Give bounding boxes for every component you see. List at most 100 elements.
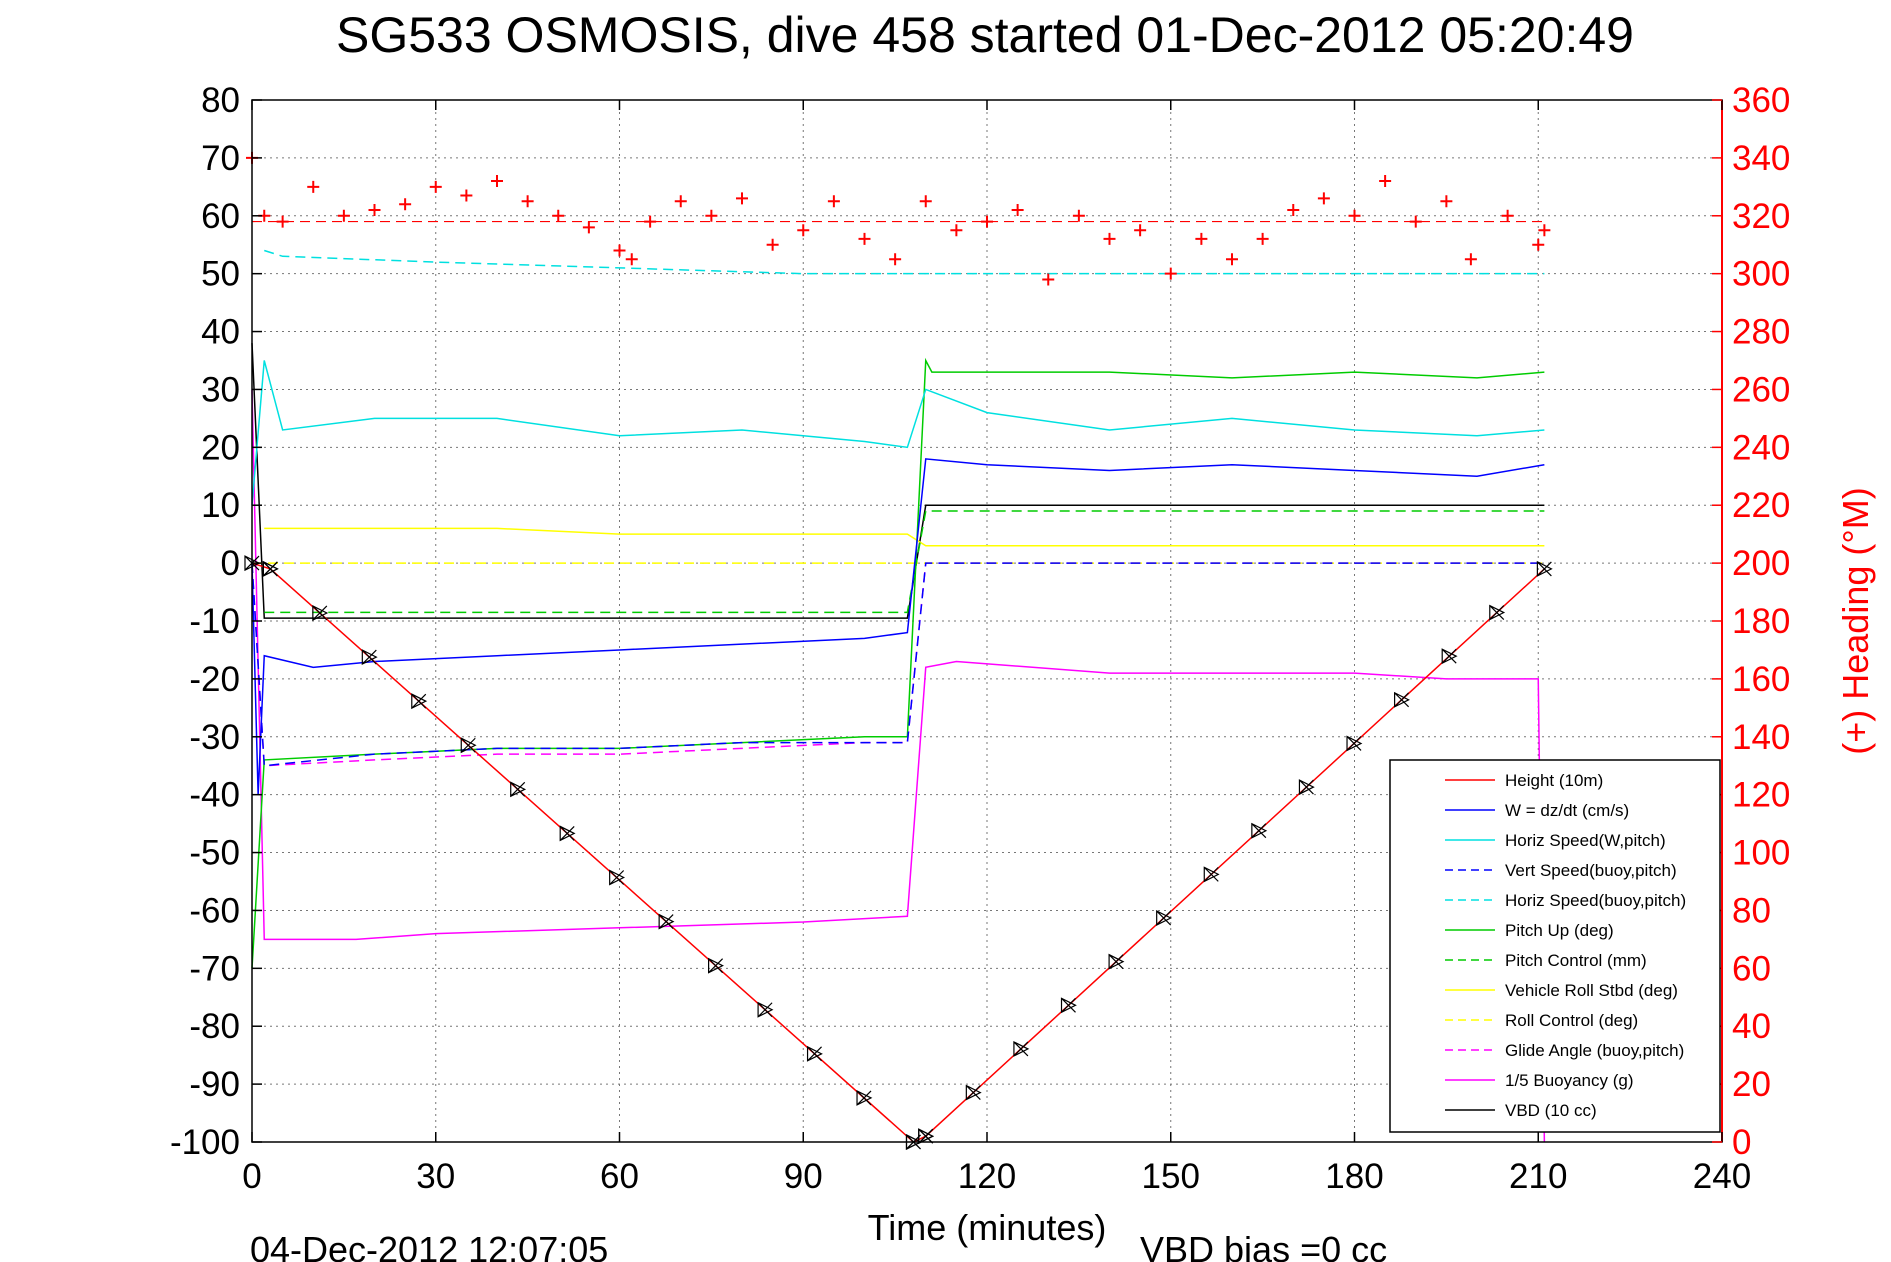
x-tick-label: 210 (1509, 1157, 1567, 1196)
height-marker (708, 957, 724, 974)
heading-point (736, 192, 748, 205)
height-marker (1108, 953, 1125, 970)
y-tick-label-left: -40 (189, 776, 240, 815)
y-tick-label-right: 100 (1732, 834, 1790, 873)
heading-point (429, 180, 442, 193)
y-tick-label-right: 200 (1732, 544, 1790, 583)
y-tick-label-left: -50 (189, 834, 240, 873)
height-marker (806, 1045, 823, 1062)
y-tick-label-left: 40 (201, 313, 240, 352)
heading-point (625, 253, 638, 266)
heading-point (889, 253, 902, 266)
x-tick-label: 180 (1325, 1157, 1383, 1196)
heading-point (337, 209, 350, 222)
height-marker (1298, 779, 1315, 796)
heading-point (1011, 203, 1024, 216)
height-marker (411, 693, 428, 710)
heading-point (644, 215, 657, 228)
y-tick-label-right: 240 (1732, 428, 1790, 467)
height-marker (1251, 822, 1268, 839)
heading-point (613, 244, 626, 257)
y-tick-label-left: 60 (201, 197, 240, 236)
x-tick-label: 0 (242, 1157, 261, 1196)
heading-point (858, 232, 871, 245)
x-tick-label: 60 (600, 1157, 639, 1196)
height-marker (559, 825, 576, 842)
right-axis-label: (+) Heading (°M) (1835, 487, 1876, 754)
height-marker (1536, 560, 1553, 577)
height-marker (1441, 648, 1458, 665)
legend-label: 1/5 Buoyancy (g) (1505, 1071, 1634, 1090)
y-tick-label-left: -60 (189, 891, 240, 930)
heading-point (368, 203, 381, 216)
legend-label: Horiz Speed(buoy,pitch) (1505, 891, 1686, 910)
heading-point (1501, 209, 1514, 222)
heading-point (981, 215, 993, 228)
legend-label: Horiz Speed(W,pitch) (1505, 831, 1666, 850)
height-marker (1489, 604, 1506, 621)
y-tick-label-left: -10 (189, 602, 240, 641)
y-tick-label-right: 140 (1732, 718, 1790, 757)
heading-point (1538, 224, 1551, 237)
heading-point (1164, 267, 1177, 280)
legend-label: Pitch Up (deg) (1505, 921, 1614, 940)
series-line (251, 360, 1545, 506)
y-tick-label-left: -20 (189, 660, 240, 699)
y-tick-label-left: 0 (221, 544, 240, 583)
x-tick-label: 90 (784, 1157, 823, 1196)
height-marker (1346, 735, 1363, 752)
heading-point (276, 215, 289, 228)
heading-point (1348, 209, 1361, 222)
height-marker (856, 1089, 873, 1106)
legend-label: W = dz/dt (cm/s) (1505, 801, 1629, 820)
y-tick-label-right: 340 (1732, 139, 1790, 178)
heading-point (827, 195, 840, 208)
heading-point (1464, 253, 1477, 266)
y-tick-label-right: 300 (1732, 255, 1790, 294)
height-marker (510, 781, 527, 798)
legend-label: Height (10m) (1505, 771, 1603, 790)
series-line (251, 458, 1545, 795)
height-marker (1013, 1040, 1030, 1057)
heading-point (919, 195, 932, 208)
footer-vbd-bias: VBD bias =0 cc (1140, 1229, 1387, 1262)
height-marker (658, 913, 675, 930)
y-tick-label-left: -90 (189, 1065, 240, 1104)
height-marker (1203, 866, 1220, 883)
height-marker (460, 737, 477, 754)
heading-point (1134, 224, 1147, 237)
height-marker (1060, 997, 1077, 1014)
series-line (251, 343, 1545, 619)
series-line (264, 249, 1545, 275)
y-tick-label-right: 80 (1732, 891, 1771, 930)
heading-point (1195, 232, 1208, 245)
series-line (251, 562, 1545, 767)
y-tick-label-left: -70 (189, 949, 240, 988)
height-marker (609, 869, 626, 886)
height-marker (1394, 691, 1410, 708)
y-tick-label-left: 80 (201, 81, 240, 120)
y-tick-label-left: -80 (189, 1007, 240, 1046)
heading-point (1287, 203, 1300, 216)
series-layer (251, 249, 1546, 1143)
heading-point (307, 180, 320, 193)
heading-point (1440, 195, 1453, 208)
heading-point (1103, 232, 1116, 245)
height-marker (1156, 910, 1173, 926)
heading-point (582, 221, 595, 234)
heading-point (797, 224, 810, 237)
legend-box (1389, 759, 1721, 1133)
y-tick-label-right: 120 (1732, 776, 1790, 815)
y-tick-label-left: -30 (189, 718, 240, 757)
footer-date: 04-Dec-2012 12:07:05 (250, 1229, 608, 1262)
y-tick-label-right: 40 (1732, 1007, 1771, 1046)
heading-point (552, 209, 565, 222)
y-tick-label-left: 20 (201, 428, 240, 467)
legend-label: Glide Angle (buoy,pitch) (1505, 1041, 1684, 1060)
y-tick-label-right: 220 (1732, 486, 1790, 525)
height-marker (262, 560, 279, 577)
y-tick-label-left: 30 (201, 370, 240, 409)
heading-point (1317, 192, 1330, 205)
heading-point (491, 175, 503, 188)
